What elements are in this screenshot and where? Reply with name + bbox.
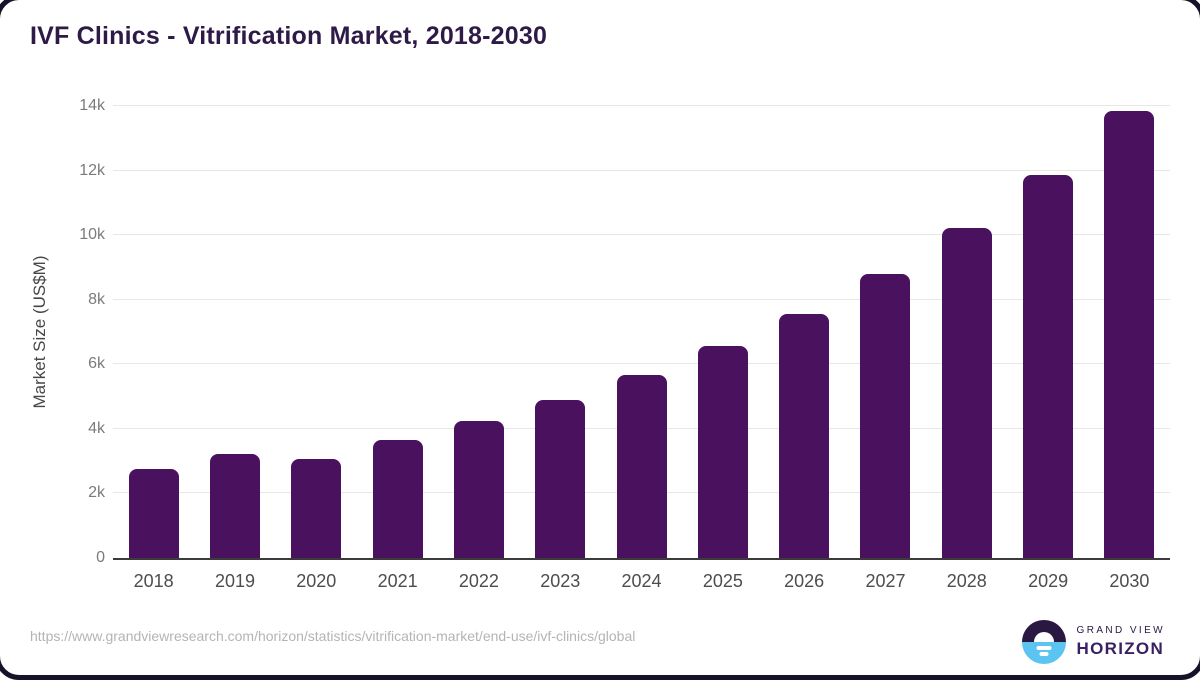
logo-dome-shape <box>1033 632 1054 642</box>
bars-row <box>113 106 1170 558</box>
bar-column <box>194 106 275 558</box>
y-tick-label: 10k <box>79 226 105 244</box>
gridline <box>113 234 1170 236</box>
logo-reflection-bar <box>1036 646 1052 650</box>
bar-column <box>1089 106 1170 558</box>
y-axis-ticks: 0 2k 4k 6k 8k 10k 12k 14k <box>41 97 105 566</box>
source-url: https://www.grandviewresearch.com/horizo… <box>30 628 636 644</box>
bar-2024[interactable] <box>616 375 667 558</box>
logo-brand-name: GRAND VIEW <box>1076 625 1165 636</box>
x-tick-label: 2029 <box>1028 571 1069 591</box>
x-tick-label: 2022 <box>458 571 499 591</box>
x-tick-label: 2027 <box>865 571 906 591</box>
bar-2028[interactable] <box>941 228 992 558</box>
bar-2021[interactable] <box>372 439 423 558</box>
gridline <box>113 298 1170 300</box>
x-tick-label: 2018 <box>133 571 174 591</box>
x-tick-label: 2019 <box>214 571 255 591</box>
bar-2030[interactable] <box>1104 110 1155 558</box>
bar-column <box>682 106 763 558</box>
plot-area <box>113 105 1170 560</box>
gridline <box>113 169 1170 171</box>
bar-column <box>1007 106 1088 558</box>
y-tick-label: 12k <box>79 161 105 179</box>
bar-column <box>438 106 519 558</box>
x-axis-labels: 2018 2019 2020 2021 2022 2023 2024 2025 2026 2027… <box>113 571 1170 592</box>
bar-2018[interactable] <box>128 468 179 558</box>
y-tick-label: 0 <box>96 549 105 566</box>
grand-view-horizon-logo: GRAND VIEW HORIZON <box>1021 620 1165 664</box>
bar-column <box>764 106 845 558</box>
y-tick-label: 6k <box>88 355 105 373</box>
bar-column <box>601 106 682 558</box>
bar-column <box>520 106 601 558</box>
y-tick-label: 8k <box>88 290 105 308</box>
horizon-sun-logo-icon <box>1021 620 1066 664</box>
bar-column <box>926 106 1007 558</box>
y-tick-label: 2k <box>88 484 105 502</box>
y-tick-label: 14k <box>79 97 105 114</box>
bar-column <box>113 106 194 558</box>
bar-2019[interactable] <box>209 454 260 558</box>
page-title: IVF Clinics - Vitrification Market, 2018… <box>30 22 548 50</box>
x-tick-label: 2020 <box>296 571 337 591</box>
gridline <box>113 105 1170 106</box>
bar-column <box>276 106 357 558</box>
logo-reflection-bar <box>1039 652 1049 656</box>
y-tick-label: 4k <box>88 419 105 437</box>
x-tick-label: 2024 <box>621 571 662 591</box>
x-tick-label: 2025 <box>702 571 743 591</box>
bar-2022[interactable] <box>453 421 504 558</box>
bar-2026[interactable] <box>779 313 830 558</box>
bar-2023[interactable] <box>535 399 586 558</box>
bar-2025[interactable] <box>697 346 748 558</box>
x-tick-label: 2028 <box>946 571 987 591</box>
x-tick-label: 2026 <box>784 571 825 591</box>
bar-2020[interactable] <box>291 459 342 558</box>
gridline <box>113 363 1170 365</box>
bar-column <box>357 106 438 558</box>
x-tick-label: 2023 <box>540 571 581 591</box>
logo-product-name: HORIZON <box>1076 639 1165 658</box>
bar-2029[interactable] <box>1023 175 1074 558</box>
x-tick-label: 2030 <box>1109 571 1150 591</box>
x-tick-label: 2021 <box>377 571 418 591</box>
bar-2027[interactable] <box>860 273 911 558</box>
logo-text: GRAND VIEW HORIZON <box>1077 625 1165 659</box>
bar-column <box>845 106 926 558</box>
